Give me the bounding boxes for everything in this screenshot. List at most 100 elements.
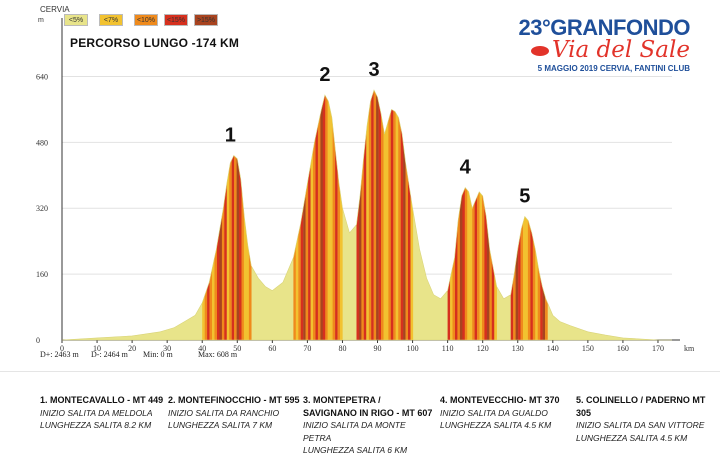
climb-length: LUNGHEZZA SALITA 8.2 KM	[40, 420, 152, 430]
gradient-stripe	[366, 90, 369, 340]
gradient-stripe	[224, 90, 227, 340]
climb-start: INIZIO SALITA DA MELDOLA	[40, 407, 153, 418]
gradient-stripe	[410, 90, 414, 340]
gradient-stripe	[383, 90, 387, 340]
climb-2-info: 2. MONTEFINOCCHIO - MT 595 INIZIO SALITA…	[168, 394, 308, 432]
climb-title: 1. MONTECAVALLO - MT 449	[40, 395, 164, 405]
gradient-stripe	[537, 90, 541, 340]
gradient-stripe	[315, 90, 319, 340]
gradient-stripe	[214, 90, 218, 340]
legend-item-gt15: >15%	[194, 14, 218, 26]
y-tick-label: 0	[36, 336, 40, 345]
climb-start: INIZIO SALITA DA RANCHIO	[168, 407, 280, 418]
gradient-stripe	[403, 90, 406, 340]
gradient-stripe	[482, 90, 485, 340]
climb-length: LUNGHEZZA SALITA 4.5 KM	[576, 432, 688, 443]
x-axis-label: km	[684, 344, 695, 353]
gradient-stripe	[469, 90, 473, 340]
gradient-stripe	[474, 90, 478, 340]
x-tick-label: 80	[338, 344, 346, 353]
gradient-stripe	[298, 90, 301, 340]
gradient-stripe	[371, 90, 374, 340]
climb-marker-5: 5	[519, 185, 530, 207]
x-tick-label: 20	[128, 344, 136, 353]
gradient-stripe	[212, 90, 215, 340]
y-tick-label: 320	[36, 204, 48, 213]
climb-marker-2: 2	[319, 64, 330, 86]
x-tick-label: 110	[442, 344, 454, 353]
x-tick-label: 0	[60, 344, 64, 353]
gradient-stripe	[459, 90, 463, 340]
event-brand: 23°GRANFONDO Via del Sale 5 MAGGIO 2019 …	[518, 15, 691, 74]
gradient-stripe	[295, 90, 299, 340]
gradient-stripe	[450, 90, 453, 340]
climb-start: INIZIO SALITA DA SAN VITTORE	[576, 420, 705, 430]
x-tick-label: 90	[374, 344, 382, 353]
gradient-stripe	[452, 90, 456, 340]
gradient-stripe	[248, 90, 252, 340]
gradient-stripe	[486, 90, 490, 340]
gradient-stripe	[361, 90, 365, 340]
x-tick-label: 150	[582, 344, 594, 353]
gradient-stripe	[337, 90, 341, 340]
climb-length: LUNGHEZZA SALITA 7 KM	[168, 420, 273, 430]
gradient-stripe	[317, 90, 321, 340]
gradient-stripe	[477, 90, 480, 340]
climb-marker-3: 3	[368, 59, 379, 81]
gradient-stripe	[515, 90, 519, 340]
gradient-stripe	[358, 90, 362, 340]
gradient-stripe	[229, 90, 232, 340]
x-tick-label: 60	[268, 344, 276, 353]
gradient-stripe	[385, 90, 389, 340]
gradient-stripe	[363, 90, 367, 340]
gradient-stripe	[373, 90, 377, 340]
gradient-stripe	[322, 90, 326, 340]
gradient-stripe	[472, 90, 475, 340]
elevation-outline	[61, 89, 672, 341]
gradient-stripe	[390, 90, 394, 340]
gradient-stripe	[310, 90, 314, 340]
legend-item-lt5: <5%	[64, 14, 88, 26]
gradient-stripe	[243, 90, 247, 340]
gradient-stripe	[335, 90, 338, 340]
climb-start: INIZIO SALITA DA MONTE PETRA	[303, 420, 406, 443]
gradient-stripe	[226, 90, 230, 340]
gradient-stripe	[395, 90, 399, 340]
gradient-stripe	[330, 90, 333, 340]
x-tick-label: 170	[652, 344, 664, 353]
gradient-stripe	[303, 90, 306, 340]
gradient-stripe	[513, 90, 516, 340]
gradient-stripe	[405, 90, 409, 340]
gradient-stripe	[388, 90, 392, 340]
x-tick-label: 120	[477, 344, 489, 353]
gradient-stripe	[398, 90, 401, 340]
climb-title: 4. MONTEVECCHIO- MT 370	[440, 395, 560, 405]
climb-4-info: 4. MONTEVECCHIO- MT 370 INIZIO SALITA DA…	[440, 394, 580, 432]
gradient-stripe	[376, 90, 379, 340]
gradient-stripe	[236, 90, 240, 340]
gradient-stripe	[340, 90, 343, 340]
gradient-stripe	[246, 90, 250, 340]
gradient-stripe	[494, 90, 497, 340]
route-title: PERCORSO LUNGO -174 KM	[70, 36, 240, 50]
gradient-stripe	[393, 90, 396, 340]
x-tick-label: 30	[163, 344, 171, 353]
stat-min: Min: 0 m	[143, 350, 173, 359]
gradient-stripe	[356, 90, 360, 340]
start-town-label: CERVIA	[40, 5, 70, 14]
gradient-stripe	[457, 90, 461, 340]
gradient-stripe	[455, 90, 458, 340]
climb-1-info: 1. MONTECAVALLO - MT 449 INIZIO SALITA D…	[40, 394, 180, 432]
gradient-stripe	[408, 90, 411, 340]
gradient-stripe	[540, 90, 543, 340]
gradient-stripe	[239, 90, 242, 340]
gradient-stripe	[462, 90, 466, 340]
gradient-stripe	[209, 90, 213, 340]
climb-title: 5. COLINELLO / PADERNO MT 305	[576, 395, 706, 418]
brand-title: 23°GRANFONDO	[518, 15, 691, 40]
gradient-stripe	[241, 90, 245, 340]
gradient-stripe	[219, 90, 223, 340]
climb-length: LUNGHEZZA SALITA 4.5 KM	[440, 420, 552, 430]
gradient-stripe	[530, 90, 534, 340]
